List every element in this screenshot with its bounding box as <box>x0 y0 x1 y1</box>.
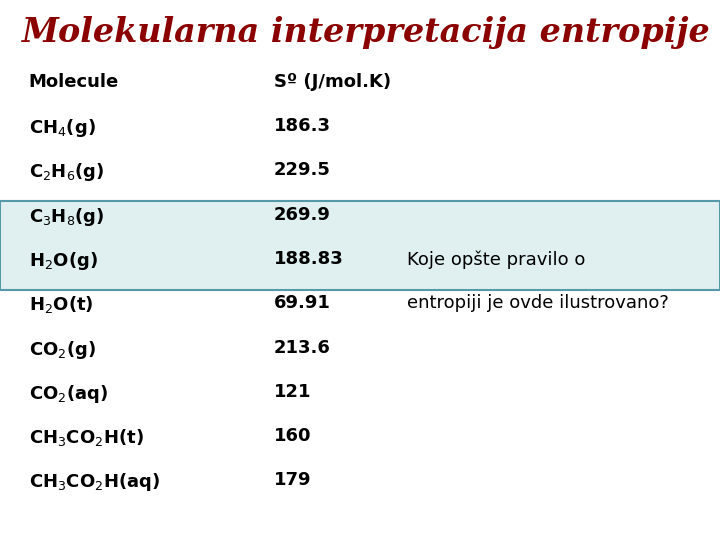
Text: CH$_3$CO$_2$H(t): CH$_3$CO$_2$H(t) <box>29 427 143 448</box>
Text: 186.3: 186.3 <box>274 117 330 135</box>
Text: 229.5: 229.5 <box>274 161 330 179</box>
Text: Molekularna interpretacija entropije: Molekularna interpretacija entropije <box>22 16 711 49</box>
Text: 179: 179 <box>274 471 311 489</box>
Text: 213.6: 213.6 <box>274 339 330 356</box>
Text: CO$_2$(g): CO$_2$(g) <box>29 339 96 361</box>
Text: 269.9: 269.9 <box>274 206 330 224</box>
Text: C$_2$H$_6$(g): C$_2$H$_6$(g) <box>29 161 104 184</box>
Text: H$_2$O(t): H$_2$O(t) <box>29 294 94 315</box>
FancyBboxPatch shape <box>0 201 720 290</box>
Text: 188.83: 188.83 <box>274 250 343 268</box>
Text: CH$_3$CO$_2$H(aq): CH$_3$CO$_2$H(aq) <box>29 471 160 494</box>
Text: Sº (J/mol.K): Sº (J/mol.K) <box>274 73 391 91</box>
Text: CH$_4$(g): CH$_4$(g) <box>29 117 96 139</box>
Text: 121: 121 <box>274 383 311 401</box>
Text: 69.91: 69.91 <box>274 294 330 312</box>
Text: Koje opšte pravilo o: Koje opšte pravilo o <box>407 250 585 268</box>
Text: C$_3$H$_8$(g): C$_3$H$_8$(g) <box>29 206 104 228</box>
Text: entropiji je ovde ilustrovano?: entropiji je ovde ilustrovano? <box>407 294 669 312</box>
Text: 160: 160 <box>274 427 311 445</box>
Text: CO$_2$(aq): CO$_2$(aq) <box>29 383 108 405</box>
Text: H$_2$O(g): H$_2$O(g) <box>29 250 98 272</box>
Text: Molecule: Molecule <box>29 73 119 91</box>
